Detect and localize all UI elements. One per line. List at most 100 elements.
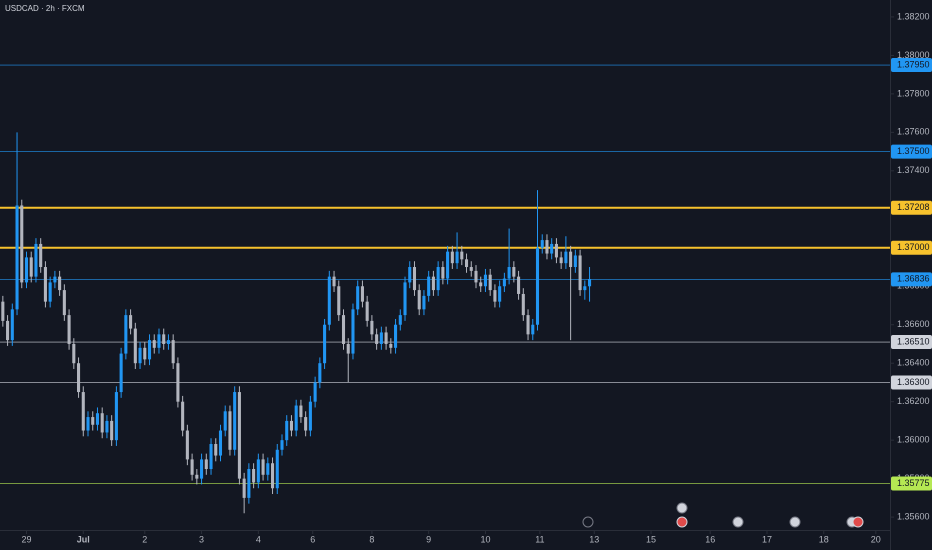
candle-body (53, 276, 57, 283)
candle-body (119, 353, 123, 393)
price-label-badge (891, 375, 932, 390)
candle-body (67, 315, 71, 344)
x-tick-label: 17 (762, 534, 772, 544)
x-tick-label: 29 (21, 534, 31, 544)
y-tick-label: 1.38000 (897, 50, 930, 60)
candle-body (270, 463, 275, 489)
event-icons (582, 502, 864, 528)
candle-body (1, 301, 5, 321)
candle-body (346, 343, 350, 354)
candle-body (507, 267, 511, 279)
candle-body (408, 267, 412, 283)
candle-body (233, 392, 237, 450)
candle-body (464, 259, 469, 268)
candle-body (62, 290, 66, 316)
candle-body (502, 278, 506, 287)
candle-body (483, 274, 487, 287)
candle-body (327, 276, 331, 325)
x-tick-label: 13 (589, 534, 599, 544)
candle-body (157, 334, 161, 348)
candle-body (77, 363, 81, 393)
candle-body (289, 420, 293, 431)
price-label-badge (891, 144, 932, 159)
event-icon (732, 516, 744, 528)
candle-body (460, 251, 464, 260)
event-icon (676, 516, 688, 528)
candle-body (133, 328, 137, 364)
candle-body (318, 363, 322, 383)
candle-body (181, 401, 185, 431)
candle-body (176, 363, 180, 402)
candle-body (166, 340, 170, 344)
x-tick-label: 8 (369, 534, 374, 544)
candle-body (308, 401, 312, 431)
candle-body (147, 340, 152, 360)
candle-body (39, 243, 43, 268)
candle-body (228, 411, 232, 450)
candle-body (375, 334, 379, 344)
candle-body (559, 257, 563, 264)
candle-body (190, 459, 194, 475)
x-tick-label: 4 (256, 534, 261, 544)
candle-body (237, 392, 241, 479)
price-label: 1.35775 (897, 478, 930, 488)
candle-body (285, 420, 289, 441)
candle-body (10, 309, 14, 341)
candle-body (337, 286, 341, 316)
price-label: 1.36300 (897, 377, 930, 387)
price-label-badge (891, 200, 932, 215)
chart-title: USDCAD · 2h · FXCM (5, 4, 85, 13)
price-label: 1.36510 (897, 336, 930, 346)
candle-body (436, 267, 440, 291)
price-label-badge (891, 58, 932, 73)
plot-area (0, 64, 890, 514)
candle-body (138, 347, 142, 364)
candle-body (252, 469, 256, 483)
price-label: 1.36836 (897, 274, 930, 284)
candle-body (578, 255, 582, 291)
candle-body (299, 405, 303, 418)
candle-body (29, 257, 33, 277)
candle-body (384, 332, 388, 344)
candle-body (356, 286, 360, 310)
candle-body (34, 243, 38, 277)
candle-body (81, 392, 85, 431)
candle-body (204, 459, 208, 470)
candle-body (162, 334, 166, 344)
candle-body (417, 290, 421, 310)
candle-body (242, 478, 246, 498)
candle-body (569, 251, 573, 268)
y-tick-label: 1.36200 (897, 396, 930, 406)
candle-body (512, 267, 516, 277)
candle-body (564, 251, 568, 264)
candle-body (261, 459, 265, 475)
candle-body (280, 440, 284, 450)
candle-body (195, 474, 199, 479)
y-tick-label: 1.36000 (897, 435, 930, 445)
candle-body (15, 205, 19, 310)
candle-body (498, 286, 502, 302)
price-label: 1.37000 (897, 242, 930, 252)
candle-body (360, 286, 364, 302)
candle-body (573, 255, 577, 268)
candle-body (266, 463, 270, 475)
candle-body (583, 286, 587, 291)
y-tick-label: 1.35600 (897, 511, 930, 521)
candle-body (412, 267, 417, 291)
candle-body (124, 315, 128, 354)
candle-body (304, 417, 308, 431)
price-label: 1.37500 (897, 146, 930, 156)
x-tick-label: 18 (819, 534, 829, 544)
candle-body (72, 343, 76, 364)
candle-body (588, 279, 592, 287)
candle-body (379, 332, 383, 344)
y-tick-label: 1.38200 (897, 11, 930, 21)
x-tick-label: 15 (646, 534, 656, 544)
x-tick-label: 16 (705, 534, 715, 544)
x-tick-label: 11 (535, 534, 544, 544)
candle-body (24, 257, 29, 283)
event-icon (582, 516, 594, 528)
candle-body (341, 315, 346, 344)
candle-body (58, 276, 62, 291)
